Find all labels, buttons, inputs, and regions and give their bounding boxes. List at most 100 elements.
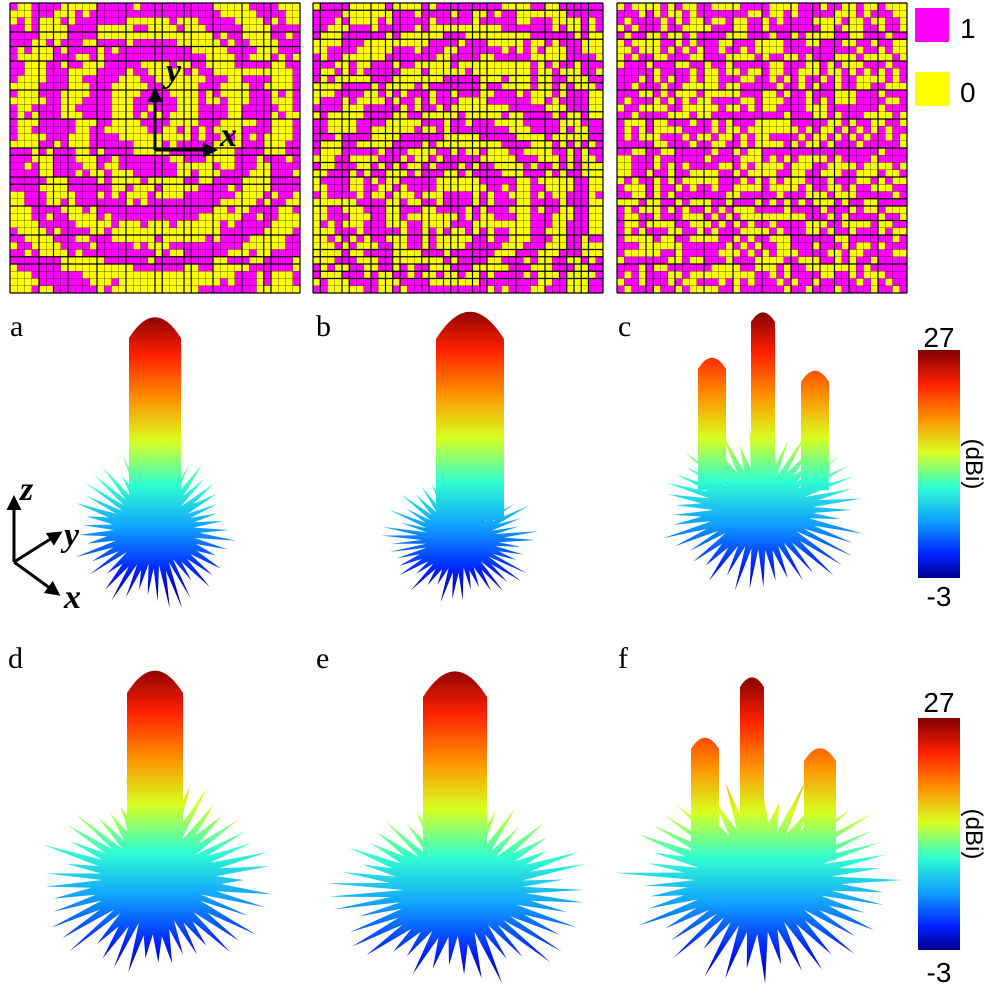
cell xyxy=(169,97,178,105)
cell xyxy=(783,256,792,265)
cell xyxy=(834,148,843,156)
cell xyxy=(155,10,163,18)
cell xyxy=(213,162,221,171)
cell xyxy=(140,227,149,236)
cell xyxy=(595,17,604,26)
cell xyxy=(313,126,321,134)
cell xyxy=(89,32,98,40)
cell xyxy=(356,271,365,279)
cell xyxy=(711,191,719,200)
cell xyxy=(834,256,843,265)
cell xyxy=(820,256,828,265)
cell xyxy=(501,97,510,105)
cell xyxy=(242,271,250,279)
cell xyxy=(334,24,343,33)
cell xyxy=(436,169,444,178)
cell xyxy=(769,271,777,279)
cell xyxy=(46,206,54,214)
cell xyxy=(17,177,25,185)
cell xyxy=(421,133,430,142)
cell xyxy=(169,39,178,47)
cell xyxy=(508,75,517,84)
cell xyxy=(696,235,705,243)
cell xyxy=(479,24,488,33)
cell xyxy=(479,82,488,91)
cell xyxy=(213,119,221,127)
cell xyxy=(878,177,886,185)
cell xyxy=(363,32,372,40)
cell xyxy=(162,242,170,250)
cell xyxy=(762,285,770,294)
cell xyxy=(271,10,279,18)
cell xyxy=(805,90,814,98)
cell xyxy=(595,278,604,287)
cell xyxy=(588,97,597,105)
cell xyxy=(385,32,394,40)
cell xyxy=(725,184,734,192)
cell xyxy=(256,53,265,62)
cell xyxy=(191,75,199,84)
cell xyxy=(53,17,62,26)
cell xyxy=(443,90,452,98)
cell xyxy=(82,140,91,149)
cell xyxy=(443,148,452,156)
cell xyxy=(292,155,301,163)
cell xyxy=(118,206,127,214)
cell xyxy=(849,235,857,243)
cell xyxy=(53,235,62,243)
cell xyxy=(566,126,575,134)
cell xyxy=(667,249,676,258)
cell xyxy=(292,140,301,149)
cell xyxy=(429,90,437,98)
cell xyxy=(617,235,625,243)
cell xyxy=(812,235,821,243)
cell xyxy=(89,82,98,91)
cell xyxy=(191,104,199,113)
cell xyxy=(450,97,459,105)
cell xyxy=(198,75,207,84)
cell xyxy=(97,191,105,200)
cell xyxy=(414,82,423,91)
cell xyxy=(798,61,806,69)
cell xyxy=(689,24,698,33)
cell xyxy=(407,46,415,55)
cell xyxy=(530,256,539,265)
cell xyxy=(184,162,192,171)
cell xyxy=(378,17,386,26)
cell xyxy=(213,68,221,76)
cell xyxy=(334,119,343,127)
cell xyxy=(400,278,408,287)
cell xyxy=(184,10,192,18)
cell xyxy=(667,32,676,40)
cell xyxy=(400,155,408,163)
cell xyxy=(537,285,546,294)
cell xyxy=(711,278,719,287)
cell xyxy=(574,256,582,265)
cell xyxy=(552,61,560,69)
cell xyxy=(242,198,250,207)
cell xyxy=(104,82,112,91)
cell xyxy=(421,271,430,279)
cell xyxy=(356,264,365,272)
cell xyxy=(885,148,893,156)
cell xyxy=(24,220,33,229)
cell xyxy=(812,39,821,47)
cell xyxy=(624,104,632,113)
cell xyxy=(791,68,799,76)
cell xyxy=(508,17,517,26)
cell xyxy=(443,235,452,243)
cell xyxy=(104,24,112,33)
cell xyxy=(892,155,901,163)
cell xyxy=(220,256,228,265)
cell xyxy=(443,227,452,236)
cell xyxy=(899,264,908,272)
cell xyxy=(638,198,647,207)
cell xyxy=(46,126,54,134)
cell xyxy=(458,68,466,76)
cell xyxy=(313,285,321,294)
cell xyxy=(776,198,785,207)
cell xyxy=(660,177,669,185)
cell xyxy=(646,191,654,200)
cell xyxy=(31,177,40,185)
cell xyxy=(97,242,105,250)
